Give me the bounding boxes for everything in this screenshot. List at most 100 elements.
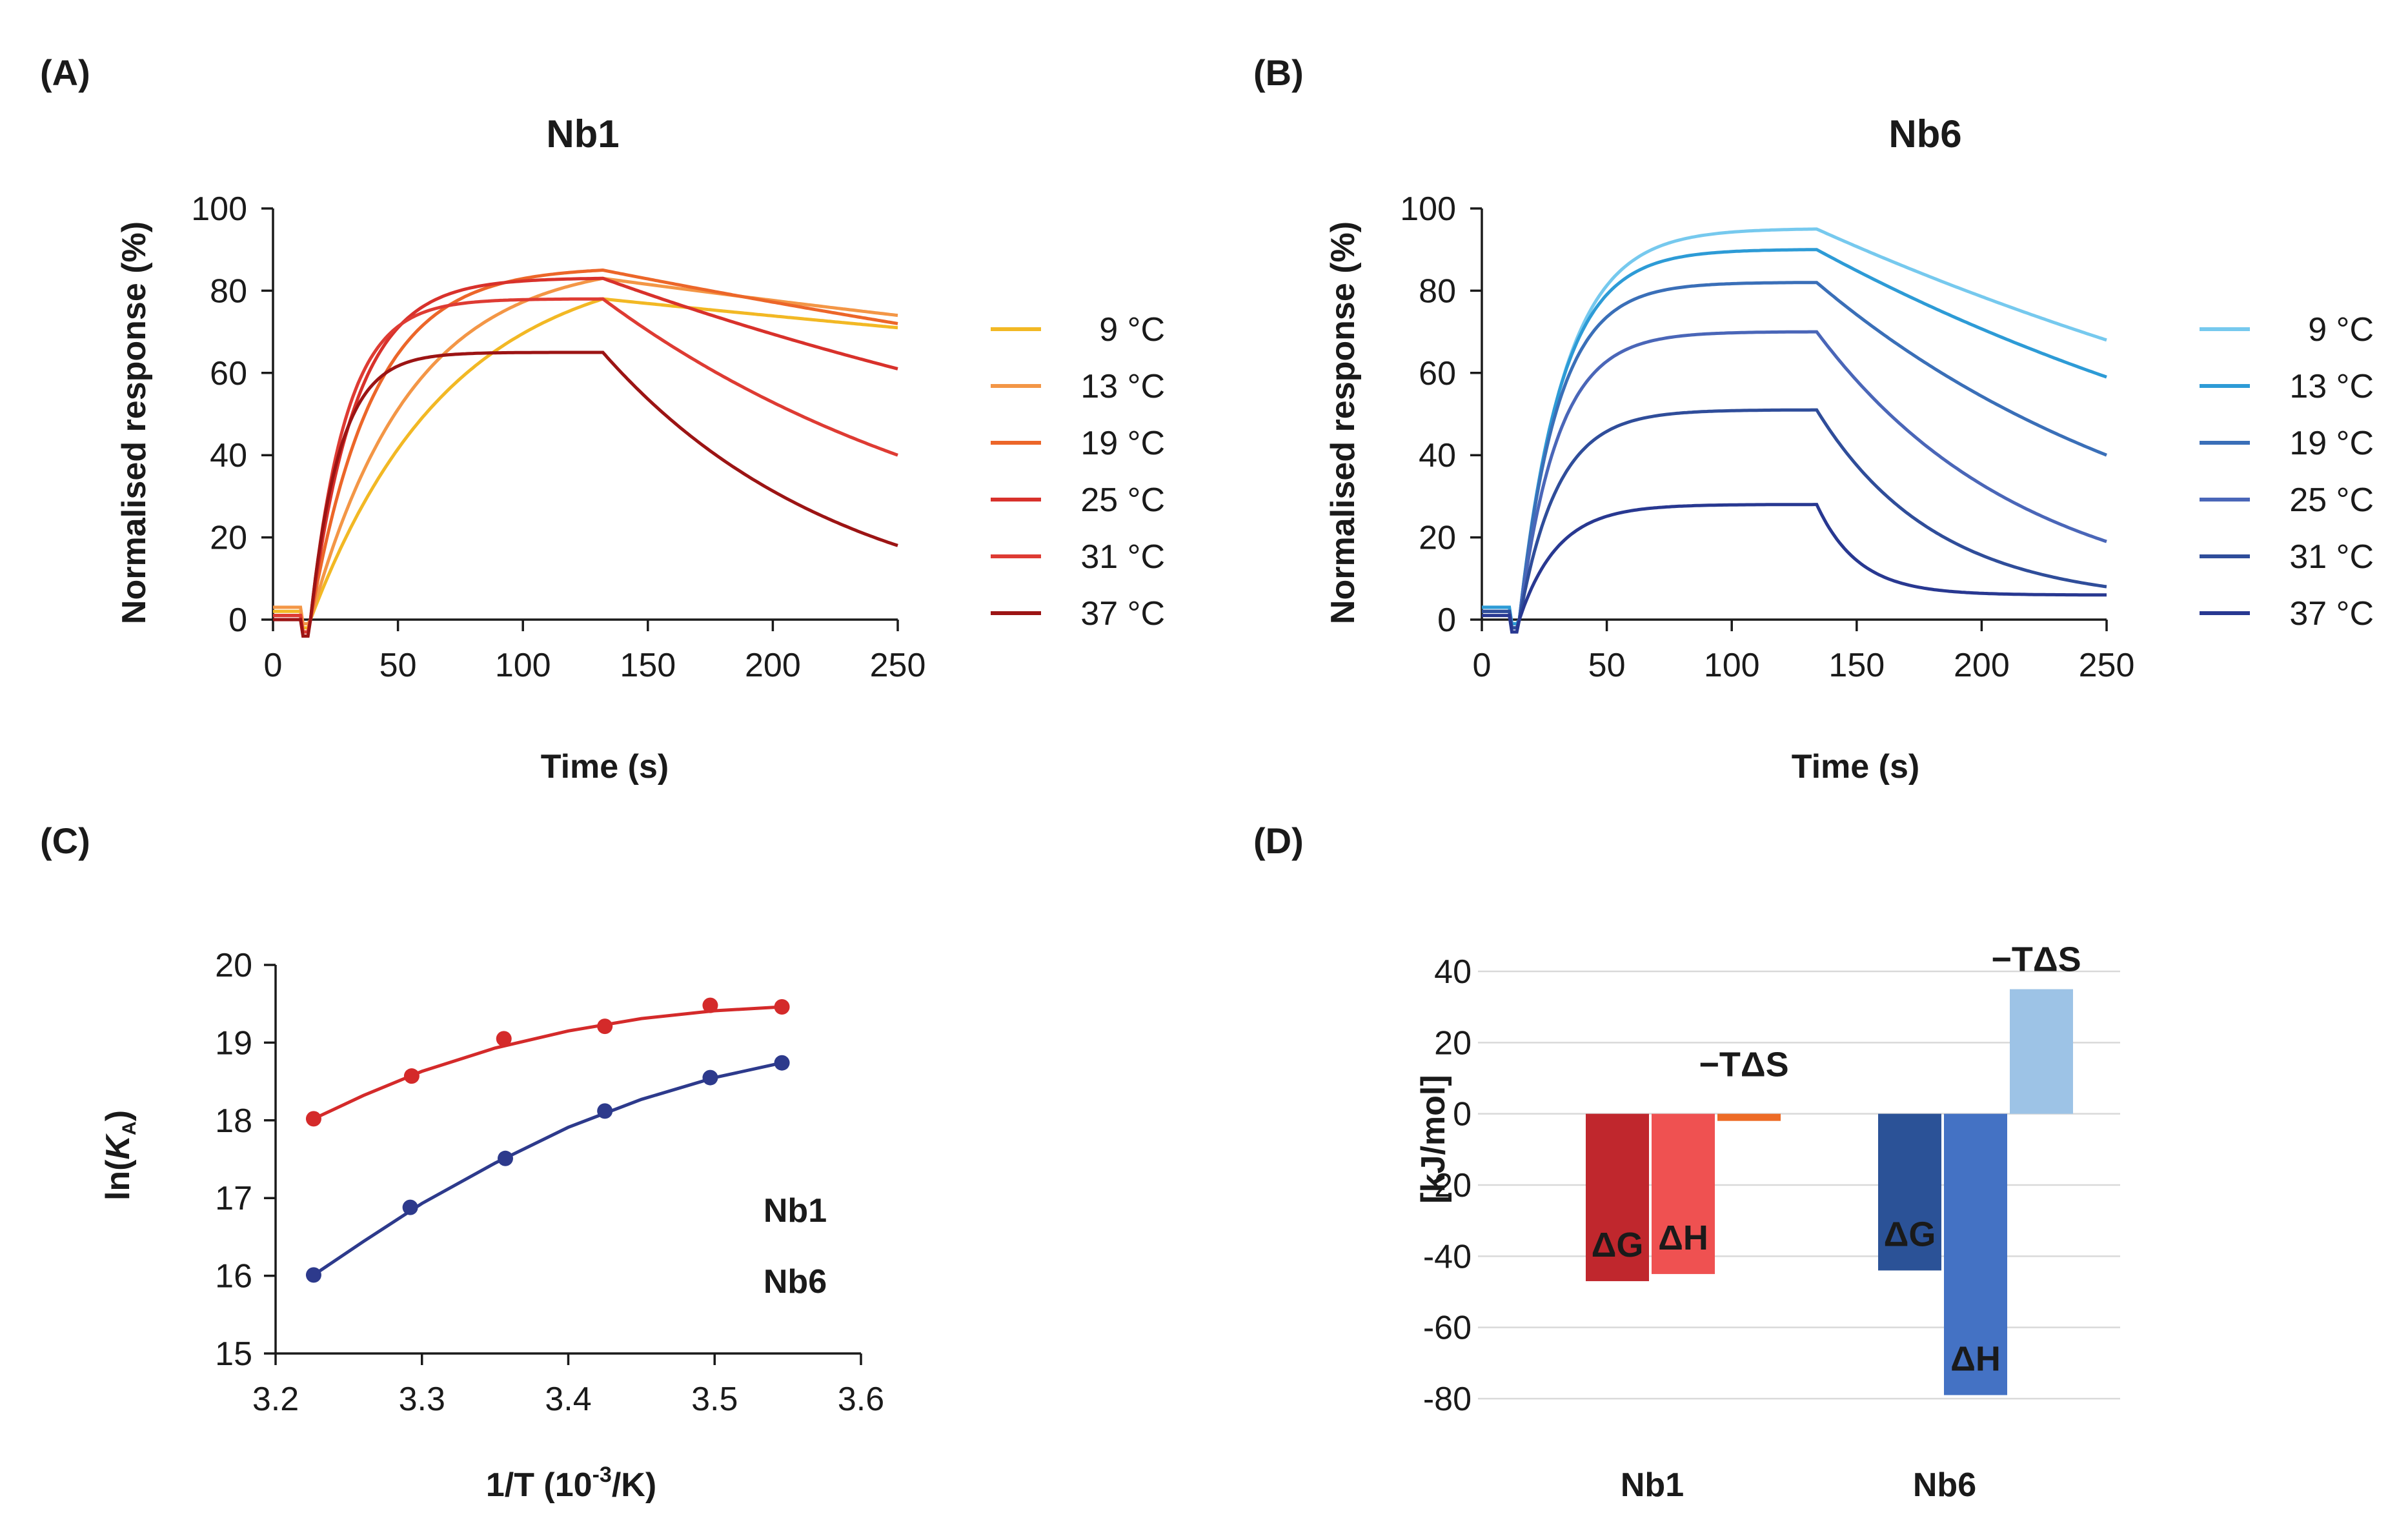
panel-d-bar: [1652, 1113, 1715, 1274]
panel-c-data-point: [402, 1199, 418, 1215]
panel-c-data-point: [774, 1055, 790, 1071]
panel-c-data-point: [597, 1103, 613, 1119]
panel-d-y-tick-label: -40: [1423, 1238, 1472, 1275]
panel-c-x-axis-label: 1/T (10-3/K): [486, 1463, 656, 1504]
panel-b-nb6-chart: Nb6 Time (s) Normalised response (%) 0 50…: [1324, 112, 2374, 785]
panel-b-series-line: [1482, 248, 2107, 625]
panel-a-series-line: [273, 297, 898, 634]
panel-d-bar-label: ΔH: [1658, 1219, 1708, 1257]
panel-b-legend-label: 25 °C: [2289, 481, 2374, 519]
panel-a-y-tick-label: 40: [210, 437, 247, 474]
panel-a-legend-label: 13 °C: [1080, 368, 1165, 405]
panel-d-y-tick-label: 20: [1434, 1024, 1472, 1062]
panel-a-legend-label: 19 °C: [1080, 425, 1165, 462]
panel-b-x-tick-label: 200: [1954, 647, 2010, 684]
panel-c-data-point: [597, 1018, 613, 1035]
panel-c-data-point: [702, 997, 718, 1013]
panel-letter-a: (A): [40, 52, 90, 93]
panel-c-legend-nb6: Nb6: [764, 1263, 827, 1301]
panel-b-y-axis-label: Normalised response (%): [1324, 221, 1362, 624]
panel-c-y-axis-label: ln(KA): [99, 1110, 140, 1201]
panel-c-x-tick-label: 3.5: [691, 1381, 738, 1418]
panel-d-category-label: Nb1: [1621, 1466, 1684, 1504]
panel-d-bar: [1717, 1113, 1781, 1121]
panel-b-y-tick-label: 0: [1437, 602, 1456, 639]
panel-c-data-point: [774, 999, 790, 1015]
panel-a-x-tick-label: 100: [495, 647, 551, 684]
panel-c-data-point: [305, 1111, 321, 1127]
panel-c-fit-curve: [312, 1005, 782, 1120]
panel-b-legend-label: 37 °C: [2289, 595, 2374, 633]
panel-c-data-point: [496, 1031, 512, 1047]
panel-b-y-tick-label: 40: [1419, 437, 1456, 474]
panel-b-series-line: [1482, 408, 2107, 630]
panel-a-x-tick-label: 50: [379, 647, 417, 684]
panel-a-legend-label: 31 °C: [1080, 538, 1165, 576]
panel-a-y-tick-label: 80: [210, 272, 247, 310]
panel-b-x-tick-label: 0: [1473, 647, 1492, 684]
panel-d-bar-label: −TΔS: [1991, 940, 2081, 979]
panel-a-series-line: [273, 350, 898, 638]
panel-c-y-tick-label: 20: [215, 947, 252, 984]
panel-b-title: Nb6: [1888, 112, 1961, 156]
panel-c-y-tick-label: 15: [215, 1335, 252, 1373]
panel-c-data-point: [497, 1150, 513, 1166]
panel-b-y-tick-label: 100: [1400, 190, 1456, 228]
panel-a-series-line: [273, 297, 898, 630]
panel-c-legend-nb1: Nb1: [764, 1192, 827, 1230]
panel-d-bar-label: ΔH: [1950, 1339, 2001, 1378]
panel-c-y-tick-label: 17: [215, 1180, 252, 1217]
panel-a-legend-label: 37 °C: [1080, 595, 1165, 633]
panel-c-data-point: [305, 1267, 321, 1283]
panel-b-legend-label: 19 °C: [2289, 425, 2374, 462]
panel-b-y-tick-label: 20: [1419, 520, 1456, 557]
panel-c-x-tick-label: 3.3: [399, 1381, 445, 1418]
panel-a-series-line: [273, 276, 898, 625]
panel-a-nb1-chart: Nb1 Time (s) Normalised response (%) 0 50…: [116, 112, 1165, 785]
panel-a-legend-label: 25 °C: [1080, 481, 1165, 519]
panel-d-bar-label: ΔG: [1884, 1215, 1936, 1253]
panel-a-y-tick-label: 20: [210, 520, 247, 557]
panel-a-x-tick-label: 0: [264, 647, 283, 684]
panel-c-x-tick-label: 3.4: [545, 1381, 591, 1418]
panel-a-y-tick-label: 60: [210, 355, 247, 392]
panel-b-legend-label: 31 °C: [2289, 538, 2374, 576]
panel-d-y-axis-label: [kJ/mol]: [1415, 1075, 1452, 1203]
panel-c-fit-curve: [312, 1061, 783, 1277]
panel-c-y-tick-label: 18: [215, 1102, 252, 1140]
panel-b-series-line: [1482, 281, 2107, 630]
panel-a-title: Nb1: [546, 112, 619, 156]
panel-a-x-tick-label: 150: [620, 647, 676, 684]
panel-d-bar: [2010, 989, 2073, 1114]
panel-c-x-tick-label: 3.2: [252, 1381, 299, 1418]
panel-a-x-axis-label: Time (s): [541, 748, 669, 785]
panel-a-y-tick-label: 100: [191, 190, 247, 228]
panel-d-bar: [1878, 1113, 1941, 1271]
panel-b-x-axis-label: Time (s): [1792, 748, 1919, 785]
panel-b-y-tick-label: 60: [1419, 355, 1456, 392]
panel-a-legend-label: 9 °C: [1099, 311, 1165, 349]
panel-b-x-tick-label: 250: [2079, 647, 2135, 684]
panel-letter-b: (B): [1253, 52, 1304, 93]
panel-d-y-tick-label: 40: [1434, 953, 1472, 991]
panel-b-series-line: [1482, 330, 2107, 630]
panel-letter-d: (D): [1253, 820, 1304, 861]
panel-d-category-label: Nb6: [1913, 1466, 1976, 1504]
panel-d-bar: [1586, 1113, 1649, 1281]
panel-b-legend-label: 9 °C: [2308, 311, 2374, 349]
panel-b-series-line: [1482, 503, 2107, 634]
panel-a-x-tick-label: 250: [870, 647, 926, 684]
panel-a-y-axis-label: Normalised response (%): [116, 221, 153, 624]
panel-d-bar: [1944, 1113, 2007, 1395]
panel-c-van-t-hoff-chart: 1/T (10-3/K) ln(KA) 3.2 3.3 3.4 3.5 3.6 15 16 1…: [99, 947, 884, 1504]
panel-d-y-tick-label: -80: [1423, 1381, 1472, 1418]
panel-a-series-line: [273, 268, 898, 634]
panel-c-y-tick-label: 16: [215, 1258, 252, 1295]
panel-d-bar-label: ΔG: [1592, 1226, 1644, 1264]
panel-a-series-line: [273, 276, 898, 634]
panel-b-legend-label: 13 °C: [2289, 368, 2374, 405]
panel-c-x-tick-label: 3.6: [838, 1381, 884, 1418]
panel-d-y-tick-label: -60: [1423, 1310, 1472, 1347]
panel-b-x-tick-label: 150: [1828, 647, 1885, 684]
panel-c-data-point: [702, 1069, 718, 1086]
